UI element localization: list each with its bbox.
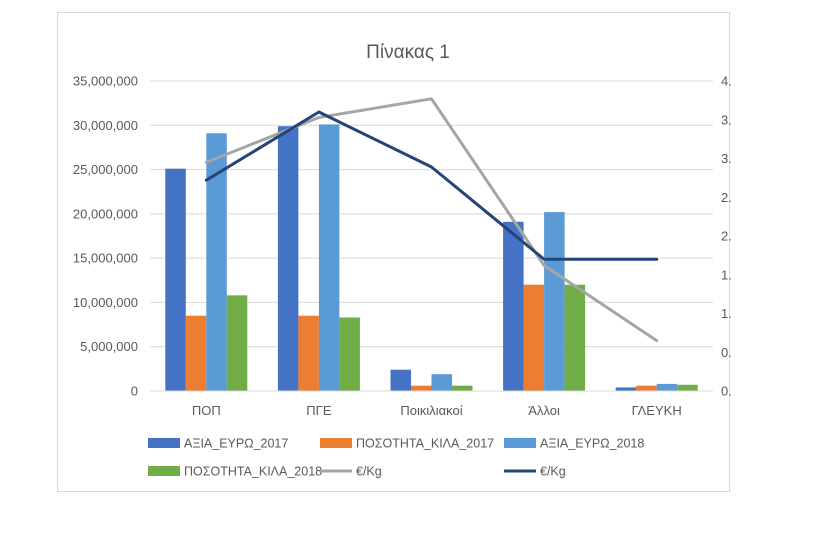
- y-left-tick-label: 0: [131, 384, 138, 399]
- bar: [339, 317, 360, 391]
- axes: 0 5,000,000 10,000,000 15,000,000 20,000,000…: [73, 74, 731, 419]
- bar: [206, 133, 227, 391]
- legend-label: ΠΟΣΟΤΗΤΑ_ΚΙΛΑ_2018: [184, 465, 322, 479]
- chart-title: Πίνακας 1: [366, 42, 450, 63]
- bar: [298, 315, 319, 391]
- bar: [564, 284, 586, 391]
- legend-label: ΑΞΙΑ_ΕΥΡΩ_2017: [184, 437, 288, 451]
- legend-swatch: [320, 438, 352, 448]
- bar: [185, 315, 207, 391]
- bar: [452, 385, 473, 391]
- legend-label: ΑΞΙΑ_ΕΥΡΩ_2018: [540, 437, 644, 451]
- bar: [503, 221, 524, 391]
- legend-swatch: [504, 438, 536, 448]
- bar: [318, 124, 340, 392]
- legend-label: €/Kg: [356, 465, 382, 479]
- series-line: [204, 97, 659, 343]
- bar: [277, 126, 299, 392]
- y-right-tick-label: 0.50: [721, 345, 731, 360]
- bar: [636, 385, 657, 391]
- y-left-tick-label: 25,000,000: [73, 162, 138, 177]
- bar: [390, 369, 411, 391]
- legend-swatch: [148, 466, 180, 476]
- bar: [615, 387, 637, 391]
- y-right-tick-label: 2.00: [721, 229, 731, 244]
- y-left-tick-label: 35,000,000: [73, 74, 138, 89]
- legend-swatch: [148, 438, 180, 448]
- y-left-tick-label: 5,000,000: [80, 339, 138, 354]
- y-left-tick-label: 10,000,000: [73, 295, 138, 310]
- y-right-tick-label: 2.50: [721, 190, 731, 205]
- y-right-tick-label: 3.50: [721, 112, 731, 127]
- y-right-tick-label: 0.00: [721, 384, 731, 399]
- y-left-tick-label: 15,000,000: [73, 251, 138, 266]
- x-tick-label: Άλλοι: [528, 403, 560, 418]
- y-right-tick-label: 3.00: [721, 151, 731, 166]
- y-right-tick-label: 1.50: [721, 267, 731, 282]
- x-tick-label: ΠΟΠ: [192, 403, 221, 418]
- bar: [544, 212, 565, 391]
- bar: [656, 383, 678, 391]
- bar: [523, 284, 545, 391]
- y-right-tick-label: 4.00: [721, 74, 731, 89]
- legend-label: ΠΟΣΟΤΗΤΑ_ΚΙΛΑ_2017: [356, 437, 494, 451]
- legend: ΑΞΙΑ_ΕΥΡΩ_2017 ΠΟΣΟΤΗΤΑ_ΚΙΛΑ_2017 ΑΞΙΑ_ΕΥΡ…: [148, 437, 644, 479]
- bar: [411, 385, 432, 391]
- bar: [431, 374, 452, 391]
- x-tick-label: ΓΛΕΥΚΗ: [632, 403, 682, 418]
- lines: [204, 97, 659, 343]
- chart-svg: Πίνακας 1 0 5,000,000 10,000,000 15,000,000…: [73, 42, 731, 479]
- y-left-tick-label: 20,000,000: [73, 206, 138, 221]
- y-right-tick-label: 1.00: [721, 306, 731, 321]
- bars: [165, 124, 698, 392]
- y-left-tick-label: 30,000,000: [73, 118, 138, 133]
- bar: [165, 168, 186, 391]
- series-line: [204, 110, 659, 261]
- x-tick-label: Ποικιλιακοί: [400, 403, 462, 418]
- bar: [677, 384, 698, 391]
- chart-frame: Πίνακας 1 0 5,000,000 10,000,000 15,000,000…: [57, 12, 731, 492]
- bar: [226, 295, 248, 391]
- legend-label: €/Kg: [540, 465, 566, 479]
- x-tick-label: ΠΓΕ: [306, 403, 332, 418]
